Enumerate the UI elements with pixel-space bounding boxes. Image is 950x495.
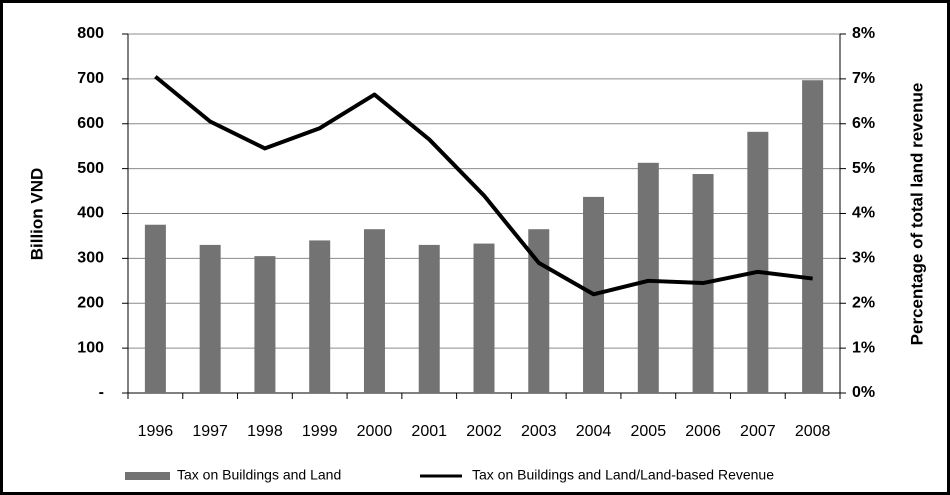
x-tick-label: 2005	[631, 423, 667, 440]
x-tick-label: 2006	[685, 423, 721, 440]
y2-tick-label: 3%	[852, 250, 875, 267]
x-tick-label: 2008	[795, 423, 831, 440]
y-tick-label: 400	[77, 205, 104, 222]
bar	[473, 243, 495, 393]
bar	[363, 229, 385, 393]
y2-axis-title: Percentage of total land revenue	[907, 83, 926, 346]
y2-tick-label: 7%	[852, 70, 875, 87]
bar	[802, 80, 824, 393]
y-tick-label: 300	[77, 250, 104, 267]
x-tick-label: 2000	[357, 423, 393, 440]
y2-tick-label: 6%	[852, 115, 875, 132]
x-tick-label: 1997	[192, 423, 228, 440]
y2-tick-label: 1%	[852, 339, 875, 356]
y-tick-label: -	[99, 384, 104, 401]
y-axis-title: Billion VND	[27, 168, 46, 261]
x-tick-label: 2003	[521, 423, 557, 440]
x-tick-label: 2004	[576, 423, 612, 440]
y2-tick-label: 2%	[852, 294, 875, 311]
bar	[144, 224, 166, 393]
x-tick-label: 2001	[411, 423, 447, 440]
y-tick-label: 800	[77, 25, 104, 42]
bar	[309, 240, 331, 393]
bar	[637, 162, 659, 393]
bar	[199, 244, 221, 393]
bar	[418, 244, 440, 393]
y-tick-label: 600	[77, 115, 104, 132]
legend-label: Tax on Buildings and Land/Land-based Rev…	[472, 467, 774, 483]
y2-tick-label: 4%	[852, 205, 875, 222]
y-tick-label: 500	[77, 160, 104, 177]
y-tick-label: 700	[77, 70, 104, 87]
legend-swatch	[125, 472, 170, 480]
bar	[254, 256, 276, 393]
legend-label: Tax on Buildings and Land	[177, 467, 341, 483]
x-tick-label: 1996	[138, 423, 174, 440]
y2-tick-label: 5%	[852, 160, 875, 177]
y-tick-label: 200	[77, 294, 104, 311]
bar	[747, 131, 769, 393]
x-tick-label: 1999	[302, 423, 338, 440]
x-tick-label: 2002	[466, 423, 502, 440]
y2-tick-label: 0%	[852, 384, 875, 401]
y2-tick-label: 8%	[852, 25, 875, 42]
x-tick-label: 2007	[740, 423, 776, 440]
y-tick-label: 100	[77, 339, 104, 356]
line	[154, 75, 813, 297]
bar	[528, 229, 550, 393]
x-tick-label: 1998	[247, 423, 283, 440]
